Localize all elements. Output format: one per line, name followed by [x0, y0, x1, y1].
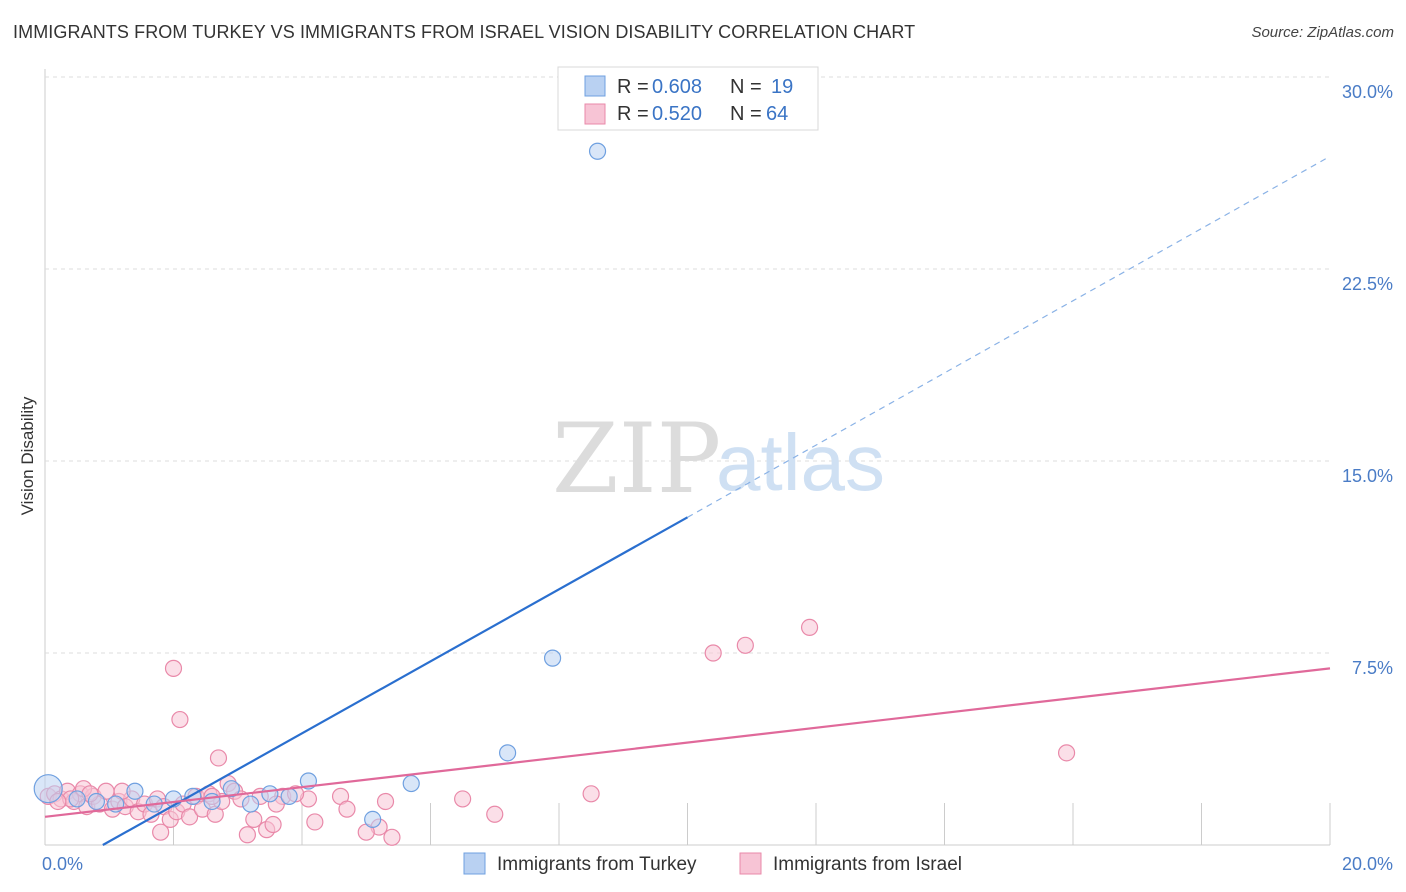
israel-point	[171, 710, 189, 729]
legend-r-value-israel: 0.520	[652, 103, 702, 125]
legend-swatch-turkey	[584, 75, 606, 97]
israel-point	[264, 815, 282, 834]
y-tick-labels: 7.5% 15.0% 22.5% 30.0%	[1342, 82, 1393, 678]
x-tick-labels: 0.0% 20.0%	[42, 854, 1393, 874]
israel-point	[1057, 744, 1076, 762]
legend-swatch-israel	[584, 103, 606, 125]
turkey-point	[499, 744, 517, 762]
bottom-legend-swatch-turkey	[463, 852, 486, 875]
turkey-point	[402, 774, 420, 793]
israel-point	[180, 808, 199, 826]
turkey-point	[280, 787, 298, 805]
israel-point	[454, 790, 472, 808]
israel-point	[152, 823, 170, 841]
y-tick-label: 15.0%	[1342, 466, 1393, 486]
turkey-trend-line	[102, 516, 689, 846]
legend-r-label-turkey: R =	[617, 76, 649, 98]
legend-r-value-turkey: 0.608	[652, 76, 702, 98]
israel-point	[704, 644, 722, 662]
israel-point	[800, 618, 819, 637]
turkey-point	[87, 792, 106, 811]
turkey-point	[543, 649, 562, 667]
israel-trend-line	[44, 667, 1331, 818]
y-tick-label: 30.0%	[1342, 82, 1393, 102]
turkey-point	[588, 142, 607, 160]
y-tick-label: 7.5%	[1352, 658, 1393, 678]
bottom-legend-label-turkey: Immigrants from Turkey	[497, 854, 697, 875]
x-tick-marks	[173, 803, 1331, 845]
turkey-trend-extension	[687, 155, 1331, 518]
israel-point	[209, 749, 228, 767]
legend-n-label-israel: N =	[730, 103, 762, 125]
bottom-legend-swatch-israel	[739, 852, 762, 875]
turkey-point	[33, 774, 63, 804]
israel-point	[245, 810, 263, 829]
legend-n-value-israel: 64	[766, 103, 788, 125]
israel-point	[306, 813, 324, 831]
turkey-point	[222, 780, 240, 798]
watermark-atlas: atlas	[716, 418, 885, 507]
israel-point	[338, 800, 356, 818]
bottom-legend-label-israel: Immigrants from Israel	[773, 854, 962, 875]
series-turkey-points	[33, 142, 607, 829]
israel-point	[736, 636, 754, 654]
legend: R = 0.608 N = 19 R = 0.520 N = 64	[557, 66, 819, 131]
legend-r-label-israel: R =	[617, 103, 649, 125]
watermark-zip: ZIP	[552, 403, 721, 515]
israel-point	[164, 659, 183, 677]
israel-point	[238, 826, 256, 844]
israel-point	[376, 792, 395, 811]
x-tick-label: 0.0%	[42, 854, 83, 874]
chart-title: IMMIGRANTS FROM TURKEY VS IMMIGRANTS FRO…	[13, 22, 916, 42]
legend-n-value-turkey: 19	[771, 76, 793, 98]
israel-point	[582, 785, 600, 803]
turkey-point	[364, 810, 382, 829]
israel-point	[486, 805, 504, 823]
turkey-point	[68, 790, 86, 808]
y-tick-label: 22.5%	[1342, 274, 1393, 294]
turkey-point	[126, 782, 144, 800]
turkey-point	[261, 785, 279, 803]
x-tick-label: 20.0%	[1342, 854, 1393, 874]
israel-point	[383, 828, 401, 846]
turkey-point	[242, 795, 260, 813]
legend-n-label-turkey: N =	[730, 76, 762, 98]
chart-source: Source: ZipAtlas.com	[1251, 24, 1394, 41]
trend-lines	[44, 155, 1331, 846]
bottom-legend: Immigrants from Turkey Immigrants from I…	[463, 852, 962, 875]
